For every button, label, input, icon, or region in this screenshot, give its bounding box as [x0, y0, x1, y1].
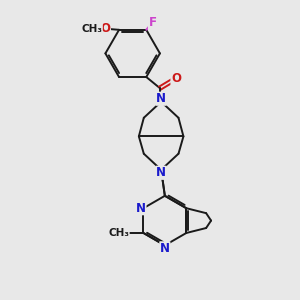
Text: N: N — [156, 92, 166, 105]
Text: N: N — [156, 166, 166, 179]
Text: O: O — [100, 22, 110, 35]
Text: CH₃: CH₃ — [108, 228, 129, 238]
Text: CH₃: CH₃ — [81, 24, 102, 34]
Text: N: N — [160, 242, 170, 255]
Text: O: O — [171, 72, 181, 85]
Text: F: F — [148, 16, 157, 29]
Text: N: N — [136, 202, 146, 215]
